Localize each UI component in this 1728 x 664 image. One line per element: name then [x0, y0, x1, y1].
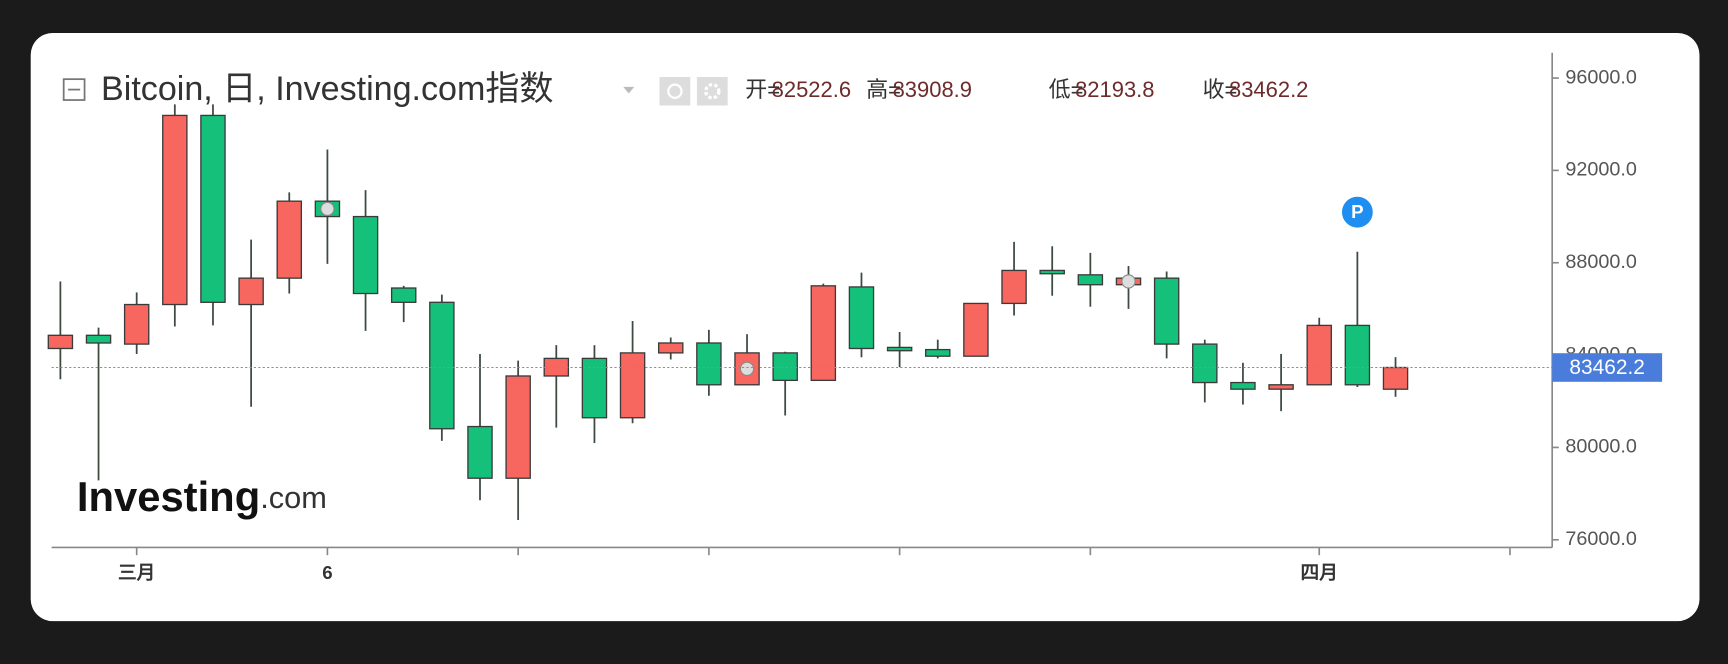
y-tick-label: 80000.0 [1565, 436, 1636, 458]
candle-body [1382, 366, 1409, 390]
event-marker [1121, 274, 1136, 289]
candle-body [505, 375, 531, 479]
candle-body [85, 334, 112, 344]
open-label: 开= [745, 77, 780, 102]
event-marker [739, 361, 755, 376]
candle-body [1306, 324, 1332, 386]
p-marker[interactable] [1339, 194, 1375, 230]
event-marker [320, 201, 335, 217]
last-price-label: 83462.2 [1569, 356, 1644, 379]
candle-body [238, 277, 264, 306]
candle-body [1192, 343, 1218, 384]
watermark-suffix: .com [260, 480, 327, 515]
candle-body [1230, 381, 1256, 390]
candle-body [810, 285, 837, 382]
candle-body [886, 346, 913, 352]
candle-body [123, 303, 150, 345]
candle-body [1344, 324, 1371, 386]
close-label: 收= [1203, 77, 1238, 102]
watermark: Investing.com [77, 473, 327, 520]
candle-body [657, 342, 684, 354]
settings-icon[interactable] [696, 76, 728, 106]
candle-body [619, 352, 646, 419]
collapse-icon[interactable] [62, 78, 86, 101]
candle-body [352, 215, 379, 295]
last-price-badge [1552, 353, 1663, 382]
candle-body [200, 114, 226, 303]
p-marker-label: P [1351, 201, 1363, 222]
candle-body [1039, 269, 1065, 275]
y-tick-label: 96000.0 [1565, 66, 1636, 88]
watermark-brand: Investing [77, 473, 260, 520]
settings-icon-gear [704, 83, 721, 100]
candle-body [925, 348, 951, 357]
candle-body [1001, 269, 1027, 305]
high-value: 83908.9 [893, 77, 972, 102]
low-label: 低= [1049, 77, 1084, 102]
chart-title: Bitcoin, 日, Investing.com指数 [101, 70, 553, 108]
open-value: 82522.6 [772, 77, 851, 102]
dropdown-caret[interactable] [623, 86, 635, 94]
candle-body [1153, 277, 1180, 345]
candle-body [1268, 384, 1294, 390]
candle-body [162, 114, 188, 306]
y-tick-label: 92000.0 [1565, 159, 1636, 181]
x-tick-label: 四月 [1301, 562, 1338, 583]
x-tick-label: 三月 [118, 562, 155, 583]
eye-icon-pupil [667, 83, 683, 99]
candle-body [467, 425, 493, 479]
candle-body [543, 357, 570, 377]
eye-icon[interactable] [659, 76, 691, 106]
x-tick-label: 6 [322, 562, 332, 583]
candle-body [390, 287, 417, 303]
candle-body [47, 334, 74, 350]
candle-body [581, 357, 608, 419]
candle-body [276, 200, 303, 279]
candle-body [772, 352, 798, 382]
low-value: 82193.8 [1075, 77, 1154, 102]
candle-body [963, 302, 989, 357]
candle-body [696, 342, 722, 386]
y-tick-label: 88000.0 [1565, 251, 1636, 273]
close-value: 83462.2 [1229, 77, 1308, 102]
candle-body [1077, 274, 1104, 286]
y-tick-label: 76000.0 [1565, 528, 1636, 550]
candle-body [848, 286, 875, 350]
candle-body [429, 301, 455, 430]
high-label: 高= [866, 77, 901, 102]
